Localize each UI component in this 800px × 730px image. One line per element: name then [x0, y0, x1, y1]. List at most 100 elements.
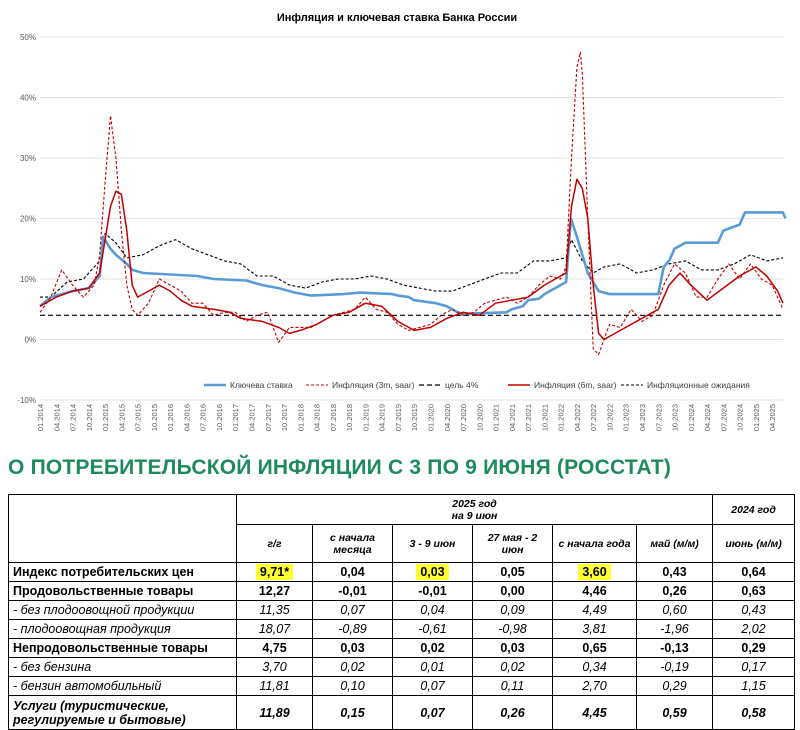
table-row: Индекс потребительских цен 9,71* 0,04 0,03 0… — [8, 562, 796, 582]
x-tick-label: 01.2015 — [101, 404, 110, 431]
table-row: Непродовольственные товары 4,75 0,03 0,02 0,… — [8, 638, 796, 658]
table-cell: 0,63 — [712, 581, 796, 601]
row-label: Непродовольственные товары — [8, 638, 237, 658]
row-label: - бензин автомобильный — [8, 676, 237, 696]
x-tick-label: 07.2015 — [134, 404, 143, 431]
x-tick-labels: 01.2014 04.2014 07.2014 10.2014 01.2015 04.20… — [36, 404, 777, 431]
table-cell: 11,89 — [236, 695, 313, 730]
x-tick-label: 07.2014 — [69, 404, 78, 431]
table-cell: 0,01 — [392, 657, 473, 677]
table-cell: 0,26 — [635, 581, 714, 601]
report-heading: О ПОТРЕБИТЕЛЬСКОЙ ИНФЛЯЦИИ С 3 ПО 9 ИЮНЯ… — [8, 456, 672, 479]
x-tick-label: 07.2022 — [589, 404, 598, 431]
table-cell: -0,61 — [392, 619, 473, 639]
table-cell: 0,11 — [472, 676, 553, 696]
table-cell: 0,02 — [392, 638, 473, 658]
table-cell: 3,60 — [552, 562, 637, 582]
row-label: - без бензина — [8, 657, 237, 677]
table-cell: 3,70 — [236, 657, 313, 677]
chart-title: Инфляция и ключевая ставка Банка России — [277, 12, 517, 24]
series-lines — [39, 51, 787, 356]
table-cell: 18,07 — [236, 619, 313, 639]
x-tick-label: 01.2025 — [752, 404, 761, 431]
table-cell: 2,70 — [552, 676, 637, 696]
y-tick-labels: 50% 40% 30% 20% 10% 0% -10% — [17, 33, 36, 405]
table-cell: 1,15 — [712, 676, 796, 696]
table-cell: -0,98 — [472, 619, 553, 639]
table-cell: 0,43 — [712, 600, 796, 620]
table-cell: -0,01 — [312, 581, 393, 601]
x-tick-label: 07.2016 — [199, 404, 208, 431]
y-tick-label: -10% — [17, 396, 36, 405]
x-tick-label: 04.2018 — [313, 404, 322, 431]
legend-label: Инфляция (3m, saar) — [332, 380, 415, 390]
table-cell: 0,02 — [312, 657, 393, 677]
x-tick-label: 10.2017 — [280, 404, 289, 431]
x-tick-label: 10.2018 — [345, 404, 354, 431]
x-tick-label: 04.2015 — [117, 404, 126, 431]
series-line-4 — [40, 233, 784, 298]
x-tick-label: 01.2024 — [687, 404, 696, 431]
table-row: - без бензина 3,70 0,02 0,01 0,02 0,34 -0,19 0,… — [8, 657, 796, 677]
column-header: г/г — [236, 524, 313, 563]
x-tick-label: 10.2022 — [605, 404, 614, 431]
table-cell: 0,07 — [392, 676, 473, 696]
table-cell: 0,00 — [472, 581, 553, 601]
x-tick-label: 01.2020 — [426, 404, 435, 431]
table-cell: 0,04 — [392, 600, 473, 620]
table-cell: 0,43 — [635, 562, 714, 582]
x-tick-label: 04.2016 — [182, 404, 191, 431]
group-header-2024: 2024 год — [712, 494, 796, 525]
inflation-chart: Инфляция и ключевая ставка Банка России … — [17, 12, 787, 431]
table-corner — [8, 494, 237, 563]
x-tick-label: 01.2023 — [622, 404, 631, 431]
table-cell: 0,09 — [472, 600, 553, 620]
x-tick-label: 01.2016 — [166, 404, 175, 431]
x-tick-label: 07.2024 — [719, 404, 728, 431]
x-tick-label: 07.2020 — [459, 404, 468, 431]
x-tick-label: 10.2023 — [671, 404, 680, 431]
table-cell: 2,02 — [712, 619, 796, 639]
table-cell: 12,27 — [236, 581, 313, 601]
table-cell: -1,96 — [635, 619, 714, 639]
x-tick-label: 01.2017 — [231, 404, 240, 431]
table-cell: -0,19 — [635, 657, 714, 677]
highlighted-value: 3,60 — [578, 564, 611, 580]
table-cell: 4,49 — [552, 600, 637, 620]
table-cell: 0,64 — [712, 562, 796, 582]
table-cell: -0,13 — [635, 638, 714, 658]
table-cell: 0,04 — [312, 562, 393, 582]
x-tick-label: 01.2021 — [492, 404, 501, 431]
y-tick-label: 50% — [20, 33, 36, 42]
table-cell: -0,01 — [392, 581, 473, 601]
table-row: - плодоовощная продукция 18,07 -0,89 -0,61-… — [8, 619, 796, 639]
table-cell: 0,03 — [312, 638, 393, 658]
x-tick-label: 04.2020 — [443, 404, 452, 431]
y-tick-label: 40% — [20, 94, 36, 103]
legend-label: Ключева ставка — [230, 380, 293, 390]
table-cell: 0,03 — [472, 638, 553, 658]
column-header: 27 мая - 2 июн — [472, 524, 553, 563]
x-tick-label: 04.2023 — [638, 404, 647, 431]
x-tick-label: 10.2020 — [475, 404, 484, 431]
table-cell: 3,81 — [552, 619, 637, 639]
y-tick-label: 30% — [20, 154, 36, 163]
x-tick-label: 07.2018 — [329, 404, 338, 431]
table-cell: 0,03 — [392, 562, 473, 582]
grid — [40, 36, 783, 401]
legend-label: цель 4% — [445, 380, 479, 390]
row-label: Индекс потребительских цен — [8, 562, 237, 582]
legend: Ключева ставка Инфляция (3m, saar) цель 4%… — [204, 380, 750, 390]
inflation-table: 2025 год на 9 июн 2024 год г/г с начала м… — [8, 494, 796, 730]
table-cell: 11,35 — [236, 600, 313, 620]
x-tick-label: 10.2024 — [736, 404, 745, 431]
table-cell: 4,45 — [552, 695, 637, 730]
group-header-2025: 2025 год на 9 июн — [235, 494, 714, 525]
x-tick-label: 10.2019 — [410, 404, 419, 431]
table-cell: 0,07 — [312, 600, 393, 620]
table-cell: 0,10 — [312, 676, 393, 696]
x-tick-label: 07.2023 — [654, 404, 663, 431]
x-tick-label: 04.2014 — [52, 404, 61, 431]
x-tick-label: 01.2022 — [557, 404, 566, 431]
y-tick-label: 20% — [20, 215, 36, 224]
